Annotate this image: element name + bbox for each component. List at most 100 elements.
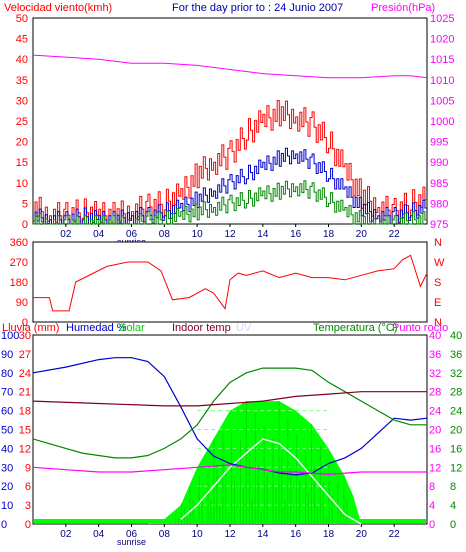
- humidity-tick-label: 40: [1, 443, 13, 455]
- sunrise-marker: sunrise: [117, 537, 146, 547]
- wind-direction-line: [33, 254, 428, 312]
- rain-axis-title: Lluvia (mm): [2, 322, 59, 334]
- humidity-tick-label: 60: [1, 406, 13, 418]
- pressure-tick-label: 975: [430, 219, 448, 231]
- compass-label: S: [434, 277, 441, 289]
- indoor-temp-line: [32, 391, 427, 407]
- pressure-tick-label: 1010: [430, 75, 454, 87]
- temperature-tick-label: 16: [450, 443, 462, 455]
- x-tick-label: 20: [356, 529, 368, 540]
- humidity-tick-label: 50: [1, 425, 13, 437]
- dewpoint-tick-label: 40: [429, 330, 441, 342]
- wind-tick-label: 20: [16, 137, 28, 149]
- temperature-tick-label: 0: [450, 519, 456, 531]
- uv-title: UV: [236, 322, 252, 334]
- x-tick-label: 14: [257, 529, 269, 540]
- wind-lull-line: [33, 180, 427, 225]
- compass-label: W: [434, 257, 445, 269]
- pressure-tick-label: 1025: [430, 13, 454, 25]
- x-tick-label: 22: [389, 229, 401, 240]
- dewpoint-tick-label: 24: [429, 406, 441, 418]
- temperature-tick-label: 28: [450, 387, 462, 399]
- wind-tick-label: 30: [16, 95, 28, 107]
- temperature-tick-label: 32: [450, 368, 462, 380]
- x-tick-label: 18: [323, 229, 335, 240]
- pressure-tick-label: 1005: [430, 95, 454, 107]
- humidity-tick-label: 90: [1, 349, 13, 361]
- humidity-tick-label: 20: [1, 481, 13, 493]
- indoor-temp-title: Indoor temp: [172, 322, 231, 334]
- direction-tick-label: 360: [10, 237, 28, 249]
- humidity-tick-label: 80: [1, 368, 13, 380]
- dewpoint-tick-label: 36: [429, 349, 441, 361]
- pressure-tick-label: 1015: [430, 54, 454, 66]
- x-tick-label: 22: [389, 529, 401, 540]
- direction-tick-label: 90: [16, 297, 28, 309]
- dewpoint-tick-label: 4: [429, 500, 435, 512]
- dewpoint-line: [32, 464, 427, 476]
- dewpoint-title: Punto rocío: [392, 322, 448, 334]
- temperature-line: [32, 367, 427, 459]
- pressure-tick-label: 995: [430, 137, 448, 149]
- dewpoint-tick-label: 32: [429, 368, 441, 380]
- x-tick-label: 04: [93, 529, 105, 540]
- temperature-tick-label: 40: [450, 330, 462, 342]
- humidity-tick-label: 30: [1, 462, 13, 474]
- rain-tick-label: 27: [19, 349, 31, 361]
- pressure-tick-label: 980: [430, 198, 448, 210]
- x-tick-label: 06: [126, 529, 138, 540]
- humidity-axis-title: Humedad %: [66, 322, 127, 334]
- x-tick-label: 12: [224, 229, 236, 240]
- temperature-tick-label: 24: [450, 406, 462, 418]
- wind-tick-label: 5: [22, 198, 28, 210]
- rain-tick-label: 18: [19, 406, 31, 418]
- temperature-tick-label: 36: [450, 349, 462, 361]
- rain-tick-label: 15: [19, 425, 31, 437]
- humidity-tick-label: 10: [1, 500, 13, 512]
- wind-tick-label: 35: [16, 75, 28, 87]
- solar-area: [147, 401, 362, 524]
- wind-tick-label: 45: [16, 34, 28, 46]
- dewpoint-tick-label: 20: [429, 425, 441, 437]
- wind-tick-label: 10: [16, 178, 28, 190]
- uv-line: [180, 438, 362, 525]
- temperature-tick-label: 4: [450, 500, 456, 512]
- compass-label: N: [434, 317, 442, 329]
- report-date-title: For the day prior to : 24 Junio 2007: [172, 2, 343, 14]
- rain-tick-label: 21: [19, 387, 31, 399]
- rain-tick-label: 9: [25, 462, 31, 474]
- x-tick-label: 02: [60, 229, 72, 240]
- wind-average-line: [33, 147, 427, 225]
- x-tick-label: 20: [356, 229, 368, 240]
- rain-tick-label: 6: [25, 481, 31, 493]
- solar-axis-title: Solar: [119, 322, 145, 334]
- rain-tick-label: 3: [25, 500, 31, 512]
- compass-label: N: [434, 237, 442, 249]
- x-tick-label: 02: [60, 529, 72, 540]
- x-tick-label: 10: [192, 229, 204, 240]
- direction-tick-label: 270: [10, 257, 28, 269]
- x-tick-label: 16: [290, 229, 302, 240]
- dewpoint-tick-label: 0: [429, 519, 435, 531]
- rain-tick-label: 30: [19, 330, 31, 342]
- x-tick-label: 06: [126, 229, 138, 240]
- x-tick-label: 10: [192, 529, 204, 540]
- pressure-tick-label: 990: [430, 157, 448, 169]
- x-tick-label: 18: [323, 529, 335, 540]
- temperature-tick-label: 12: [450, 462, 462, 474]
- dewpoint-tick-label: 28: [429, 387, 441, 399]
- wind-tick-label: 50: [16, 13, 28, 25]
- humidity-tick-label: 70: [1, 387, 13, 399]
- pressure-tick-label: 1020: [430, 34, 454, 46]
- direction-tick-label: 180: [10, 277, 28, 289]
- wind-gust-line: [33, 100, 427, 225]
- pressure-tick-label: 1000: [430, 116, 454, 128]
- rain-tick-label: 0: [25, 519, 31, 531]
- humidity-tick-label: 100: [1, 330, 19, 342]
- wind-tick-label: 40: [16, 54, 28, 66]
- dewpoint-tick-label: 8: [429, 481, 435, 493]
- temperature-axis-title: Temperatura (°C): [313, 322, 397, 334]
- x-tick-label: 14: [257, 229, 269, 240]
